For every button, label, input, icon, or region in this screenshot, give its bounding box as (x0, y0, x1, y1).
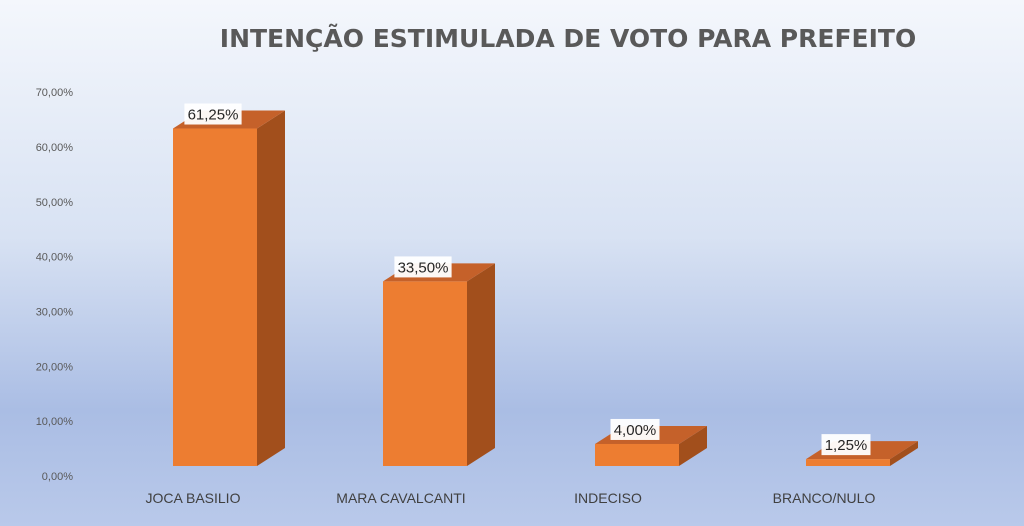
chart-title: INTENÇÃO ESTIMULADA DE VOTO PARA PREFEIT… (220, 24, 916, 53)
data-label-text: 61,25% (188, 107, 239, 124)
bar-side (890, 441, 918, 466)
y-tick-label: 70,00% (36, 87, 74, 99)
y-tick-label: 40,00% (36, 252, 74, 264)
x-category-label: JOCA BASILIO (146, 490, 241, 506)
bar (173, 110, 285, 466)
bar-front (383, 281, 467, 466)
data-label-text: 33,50% (398, 259, 449, 276)
data-label: 61,25% (184, 103, 242, 125)
data-label-box (610, 418, 660, 440)
y-tick-label: 10,00% (36, 416, 74, 428)
x-category-label: INDECISO (574, 490, 642, 506)
x-axis: JOCA BASILIO MARA CAVALCANTI INDECISO BRANC… (146, 490, 876, 506)
y-axis: 0,00% 10,00% 20,00% 30,00% 40,00% 50,00% 60,00… (36, 87, 74, 483)
bars (173, 110, 918, 466)
bar-side (679, 425, 707, 466)
data-labels: 61,25% 33,50% 4,00% 1,25% (184, 103, 871, 456)
bar-side (257, 110, 285, 466)
data-label-text: 4,00% (614, 422, 657, 439)
data-label-text: 1,25% (825, 437, 868, 454)
data-label-box (184, 103, 242, 125)
y-tick-label: 30,00% (36, 306, 74, 318)
data-label: 1,25% (821, 434, 871, 456)
y-tick-label: 50,00% (36, 197, 74, 209)
data-label: 33,50% (394, 256, 452, 278)
bar-front (806, 459, 890, 466)
y-tick-label: 20,00% (36, 361, 74, 373)
data-label-box (821, 434, 871, 456)
x-category-label: MARA CAVALCANTI (336, 490, 465, 506)
data-label: 4,00% (610, 418, 660, 440)
bar-front (173, 128, 257, 466)
data-label-box (394, 256, 452, 278)
bar (383, 263, 495, 466)
bar-side (467, 263, 495, 466)
x-category-label: BRANCO/NULO (773, 490, 876, 506)
bar-front (595, 443, 679, 466)
y-tick-label: 60,00% (36, 142, 74, 154)
y-tick-label: 0,00% (42, 471, 73, 483)
